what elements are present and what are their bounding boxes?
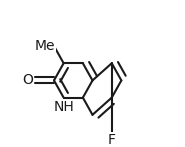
Text: O: O	[22, 74, 33, 87]
Text: NH: NH	[53, 100, 74, 114]
Text: Me: Me	[35, 39, 55, 53]
Text: F: F	[108, 133, 116, 147]
